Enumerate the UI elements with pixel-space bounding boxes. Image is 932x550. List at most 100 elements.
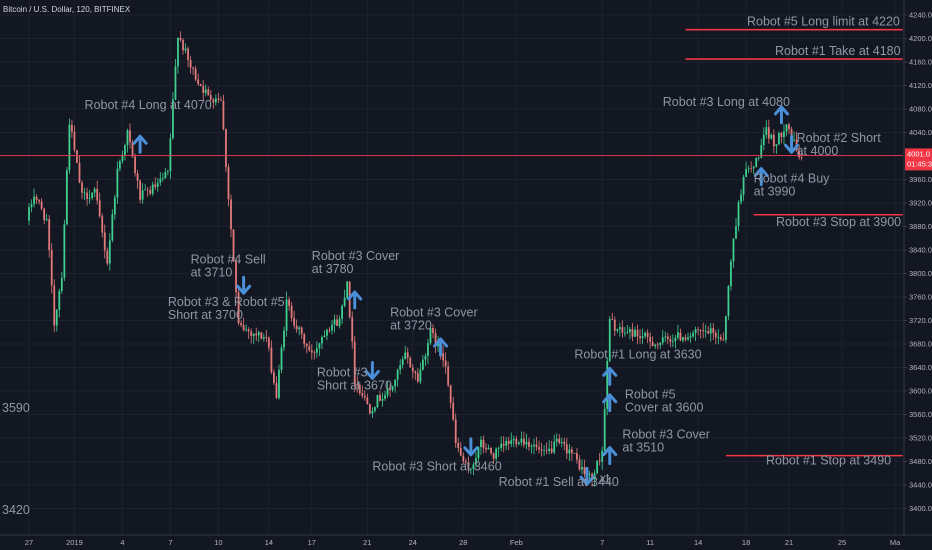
candle-body [237,292,240,324]
candle-body [745,169,747,177]
annotation-line: Robot #3 Short at 3460 [372,459,501,473]
annotation-label: Robot #4 Buy at 3990 [754,171,830,198]
annotation-label: Robot #3 Cover at 3720 [390,305,478,332]
candle-body [308,346,311,351]
candle-body [697,329,700,331]
annotation-label: Robot #3 Cover at 3510 [622,428,710,455]
candle-body [318,343,321,349]
candle-body [414,371,417,374]
candle-body [669,338,672,342]
candle-body [159,178,162,183]
candle-body [313,352,316,354]
y-tick-label: 3680.00 [909,340,932,349]
candle-body [550,448,553,453]
annotation-label: Robot #3 Cover at 3780 [312,249,400,276]
candle-body [300,327,303,334]
candle-body [778,133,780,145]
candle-body [545,450,548,452]
candle-body [374,407,376,411]
price-badge-box [905,148,932,171]
candle-body [573,453,576,454]
candle-body [124,145,126,155]
candle-body [401,359,404,366]
candle-body [131,142,134,157]
candle-body [321,337,323,344]
candle-body [432,327,434,334]
candle-body [800,157,803,159]
candle-body [725,315,727,340]
candle-body [593,473,596,480]
candle-body [568,449,571,454]
candle-body [363,395,366,398]
annotation-label: Robot #3 Short at 3460 [372,459,501,473]
arrow-down-icon [463,437,479,457]
candle-body [671,341,674,342]
candle-body [656,344,659,346]
candle-body [750,168,753,170]
x-tick-label: 24 [409,538,417,547]
price-badge-value: 4001.0 [907,149,930,158]
annotation-label: Robot #2 Short at 4000 [797,131,882,158]
candle-body [45,219,48,221]
candle-body [247,329,250,332]
candle-body [235,261,237,293]
candle-body [270,347,273,373]
candle-body [381,398,384,401]
candle-body [310,350,313,353]
y-tick-label: 3640.00 [909,363,932,372]
candle-body [429,327,432,344]
annotation-line: Robot #3 Cover [390,305,478,319]
candle-body [533,444,535,447]
candle-body [558,438,561,443]
candle-body [560,441,563,443]
annotation-line: at 3710 [191,266,233,280]
candle-body [121,154,124,162]
candle-body [565,444,568,454]
y-axis-ticks: 4240.00 4200.00 4160.00 4120.00 4080.00 4040.… [904,11,932,513]
annotation-line: Robot #4 Buy [754,171,830,185]
candle-body [770,134,773,139]
candle-body [43,208,46,221]
candle-body [280,347,283,370]
x-tick-label: 28 [459,538,467,547]
annotation-label: Robot #1 Long at 3630 [574,348,701,362]
candle-body [192,67,195,69]
candle-body [73,131,76,151]
y-tick-label: 3520.00 [909,434,932,443]
candle-body [343,297,346,306]
annotation-label: Robot #5 Cover at 3600 [625,388,704,415]
arrow-up-icon [602,446,618,466]
candle-body [765,127,768,135]
candle-body [500,443,503,449]
annotation-label: Robot #4 Long at 4070 [85,98,212,112]
candle-body [273,372,275,383]
arrow-up-icon [347,290,363,310]
candle-body [93,188,96,193]
annotation-label: xt [600,472,610,486]
candle-body [490,448,492,454]
x-tick-label: 21 [785,538,793,547]
candle-body [28,207,30,221]
arrow-down-icon [364,360,380,380]
candle-body [684,337,687,340]
candle-body [371,410,374,414]
candle-body [182,39,184,51]
candle-body [91,192,94,198]
candle-body [621,327,624,333]
candle-body [71,124,73,132]
candle-body [464,461,467,463]
candle-body [730,261,732,287]
candle-body [457,443,460,449]
candle-body [523,438,525,445]
candle-body [303,333,306,344]
candle-body [242,325,245,331]
arrow-up-icon [433,337,449,357]
annotation-line: Robot #3 & Robot #5 [168,295,285,309]
candle-body [189,59,192,68]
candle-body [225,129,227,167]
candle-body [596,460,599,474]
annotation-line: at 4000 [797,144,839,158]
candle-body [694,329,697,334]
